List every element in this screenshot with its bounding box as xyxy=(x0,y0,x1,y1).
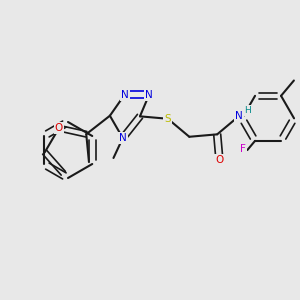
Text: N: N xyxy=(235,111,242,121)
Text: O: O xyxy=(215,155,223,165)
Text: N: N xyxy=(145,90,153,100)
Text: O: O xyxy=(55,123,63,133)
Text: N: N xyxy=(119,133,127,143)
Text: S: S xyxy=(164,114,171,124)
Text: H: H xyxy=(244,106,251,115)
Text: N: N xyxy=(121,90,128,100)
Text: F: F xyxy=(240,144,246,154)
